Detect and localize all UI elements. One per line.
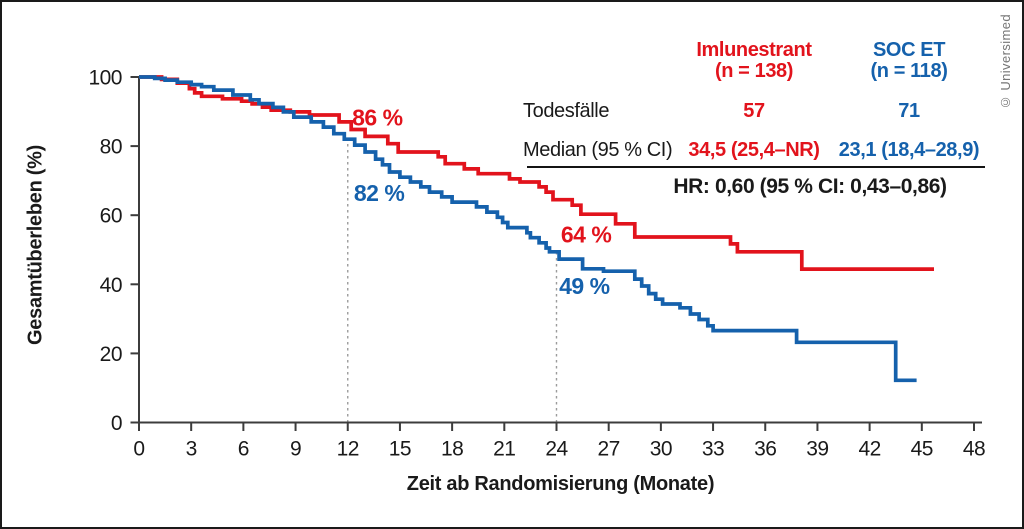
copyright-credit: © Universimed bbox=[998, 14, 1013, 111]
km-curve-imlunestrant bbox=[139, 75, 934, 271]
y-tick-label: 40 bbox=[100, 274, 122, 297]
x-tick-label: 48 bbox=[963, 438, 985, 461]
y-tick-label: 80 bbox=[100, 136, 122, 159]
column-header-soc-et-name: SOC ET bbox=[872, 39, 946, 61]
median-value-soc-et: 23,1 (18,4–28,9) bbox=[838, 138, 980, 161]
table-row-median: Median (95 % CI) 34,5 (25,4–NR) 23,1 (18… bbox=[523, 138, 985, 162]
x-tick-label: 24 bbox=[545, 438, 568, 461]
median-value-imlunestrant: 34,5 (25,4–NR) bbox=[688, 138, 820, 161]
y-tick-label: 20 bbox=[100, 343, 122, 366]
column-header-imlunestrant: Imlunestrant (n = 138) bbox=[675, 40, 833, 82]
x-tick-label: 33 bbox=[702, 438, 724, 461]
deaths-value-imlunestrant: 57 bbox=[743, 99, 765, 122]
column-header-imlunestrant-n: (n = 138) bbox=[714, 60, 794, 82]
deaths-row-label: Todesfälle bbox=[523, 99, 610, 122]
column-header-imlunestrant-name: Imlunestrant bbox=[696, 39, 812, 61]
x-tick-label: 30 bbox=[650, 438, 672, 461]
table-row-deaths: Todesfälle 57 71 bbox=[523, 99, 985, 123]
x-tick-label: 15 bbox=[389, 438, 411, 461]
stats-table-header-row: Imlunestrant (n = 138) SOC ET (n = 118) bbox=[523, 40, 985, 82]
deaths-value-soc-et: 71 bbox=[898, 99, 920, 122]
x-tick-label: 12 bbox=[337, 438, 359, 461]
x-tick-label: 9 bbox=[290, 438, 301, 461]
x-axis-title: Zeit ab Randomisierung (Monate) bbox=[406, 473, 715, 495]
x-tick-label: 27 bbox=[598, 438, 620, 461]
km-curve-soc-et bbox=[139, 75, 917, 383]
x-tick-label: 0 bbox=[133, 438, 144, 461]
x-tick-label: 6 bbox=[238, 438, 249, 461]
x-tick-label: 42 bbox=[858, 438, 880, 461]
y-tick-label: 100 bbox=[88, 67, 122, 90]
column-header-soc-et-n: (n = 118) bbox=[870, 60, 948, 82]
landmark-label-0: 86 % bbox=[352, 104, 402, 130]
hazard-ratio-text: HR: 0,60 (95 % CI: 0,43–0,86) bbox=[673, 175, 947, 198]
y-tick-label: 60 bbox=[100, 205, 122, 228]
y-axis-title: Gesamtüberleben (%) bbox=[24, 145, 47, 345]
x-tick-label: 3 bbox=[186, 438, 197, 461]
x-tick-label: 39 bbox=[806, 438, 828, 461]
x-tick-label: 36 bbox=[754, 438, 776, 461]
landmark-label-2: 64 % bbox=[561, 222, 611, 248]
table-rule bbox=[527, 166, 985, 168]
stats-table: Imlunestrant (n = 138) SOC ET (n = 118) … bbox=[523, 40, 985, 199]
x-tick-label: 18 bbox=[441, 438, 463, 461]
median-row-label: Median (95 % CI) bbox=[523, 138, 673, 161]
x-tick-label: 45 bbox=[911, 438, 933, 461]
landmark-label-3: 49 % bbox=[559, 273, 609, 299]
x-tick-label: 21 bbox=[493, 438, 515, 461]
column-header-soc-et: SOC ET (n = 118) bbox=[833, 40, 985, 82]
y-tick-label: 0 bbox=[111, 412, 122, 435]
landmark-label-1: 82 % bbox=[354, 180, 404, 206]
